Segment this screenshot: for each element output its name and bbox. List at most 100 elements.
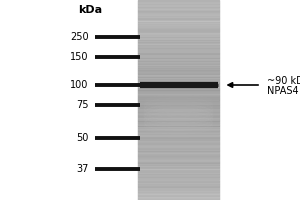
Bar — [138, 8, 219, 9]
Bar — [138, 22, 219, 23]
Bar — [138, 190, 219, 191]
Bar — [138, 5, 219, 6]
Bar — [138, 12, 219, 13]
Bar — [138, 58, 219, 59]
Bar — [138, 159, 219, 160]
Bar — [138, 184, 219, 185]
Bar — [138, 113, 219, 114]
Bar — [138, 94, 219, 95]
Bar — [138, 21, 219, 22]
Bar — [138, 131, 219, 132]
Bar — [138, 51, 219, 52]
Bar — [138, 199, 219, 200]
Bar — [138, 74, 219, 75]
Bar — [138, 45, 219, 46]
Bar — [138, 72, 219, 73]
Bar — [138, 75, 219, 76]
Bar — [138, 189, 219, 190]
Bar — [138, 41, 219, 42]
Bar — [138, 123, 219, 124]
Bar — [138, 116, 219, 117]
Bar — [138, 125, 219, 126]
Bar — [138, 188, 219, 189]
Bar — [138, 142, 219, 143]
Bar — [138, 153, 219, 154]
Bar — [138, 57, 219, 58]
Bar — [138, 20, 219, 21]
Bar — [138, 32, 219, 33]
Bar — [138, 101, 219, 102]
Bar — [138, 164, 219, 165]
Bar — [138, 180, 219, 181]
Bar — [138, 140, 219, 141]
Bar — [138, 198, 219, 199]
Bar — [138, 96, 219, 97]
Bar — [138, 14, 219, 15]
Bar — [138, 78, 219, 79]
Bar — [138, 83, 219, 84]
Bar — [138, 173, 219, 174]
Bar — [138, 197, 219, 198]
Bar — [138, 30, 219, 31]
Bar — [138, 7, 219, 8]
Bar — [138, 117, 219, 118]
Bar — [138, 119, 219, 120]
Ellipse shape — [144, 108, 213, 124]
Bar — [138, 33, 219, 34]
Bar — [138, 84, 219, 85]
Bar — [138, 104, 219, 105]
Bar — [138, 174, 219, 175]
Text: kDa: kDa — [78, 5, 102, 15]
Bar — [138, 56, 219, 57]
Bar — [138, 82, 219, 83]
Bar — [138, 186, 219, 187]
Bar — [138, 6, 219, 7]
Bar — [138, 60, 219, 61]
Bar — [138, 38, 219, 39]
Bar — [138, 175, 219, 176]
Bar — [138, 176, 219, 177]
Bar — [138, 195, 219, 196]
Bar — [138, 88, 219, 89]
Bar — [138, 149, 219, 150]
Bar — [138, 171, 219, 172]
Bar — [138, 154, 219, 155]
Bar — [138, 156, 219, 157]
Text: 150: 150 — [70, 52, 88, 62]
Bar — [138, 25, 219, 26]
Bar — [138, 11, 219, 12]
Bar — [138, 49, 219, 50]
Bar — [138, 15, 219, 16]
Bar — [138, 160, 219, 161]
Bar — [138, 187, 219, 188]
Bar — [138, 102, 219, 103]
Bar — [138, 42, 219, 43]
Bar — [138, 53, 219, 54]
Bar — [138, 185, 219, 186]
Bar — [138, 151, 219, 152]
Bar — [138, 28, 219, 29]
Bar — [138, 144, 219, 145]
Bar — [138, 50, 219, 51]
Bar — [138, 128, 219, 129]
Bar — [138, 40, 219, 41]
Bar — [138, 65, 219, 66]
Bar — [138, 1, 219, 2]
Bar — [138, 181, 219, 182]
Bar — [138, 120, 219, 121]
Bar — [138, 134, 219, 135]
Bar — [138, 69, 219, 70]
Bar — [138, 107, 219, 108]
Bar — [138, 126, 219, 127]
Bar — [138, 150, 219, 151]
Bar — [138, 108, 219, 109]
Bar — [138, 192, 219, 193]
Bar — [138, 10, 219, 11]
Bar — [138, 19, 219, 20]
Text: NPAS4: NPAS4 — [267, 86, 298, 96]
Bar — [138, 133, 219, 134]
Bar — [138, 170, 219, 171]
Bar — [138, 2, 219, 3]
Bar — [138, 161, 219, 162]
Bar — [138, 80, 219, 81]
